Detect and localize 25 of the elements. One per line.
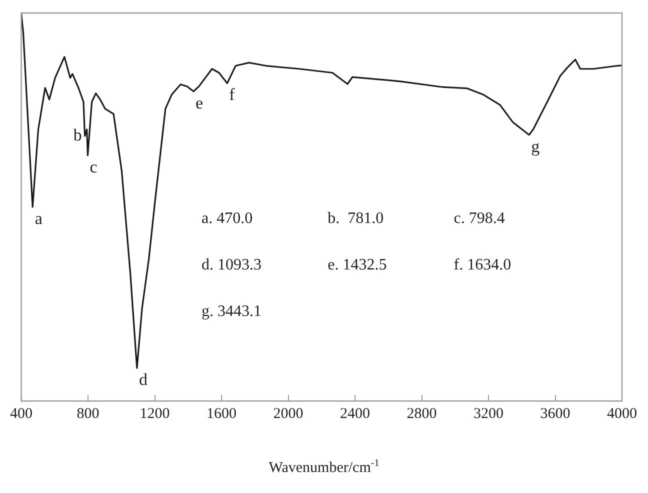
- x-tick-label: 3600: [540, 406, 570, 422]
- annotation: c: [90, 157, 98, 176]
- annotation: b. 781.0: [328, 210, 384, 227]
- x-tick-label: 2000: [273, 406, 304, 422]
- x-axis-title: Wavenumber/cm$^{-1}$: [268, 458, 380, 477]
- annotation: b: [73, 125, 82, 144]
- annotation: d: [138, 370, 148, 389]
- x-tick-label: 3200: [474, 406, 504, 422]
- annotation: a. 470.0: [201, 210, 253, 227]
- annotation: e. 1432.5: [328, 256, 387, 274]
- annotation: c. 798.4: [454, 210, 505, 227]
- annotation: e: [196, 93, 204, 112]
- x-tick-label: 2400: [340, 406, 370, 422]
- annotation: g. 3443.1: [201, 302, 262, 320]
- x-tick-label: 4000: [607, 406, 637, 422]
- x-tick-label: 2800: [406, 406, 437, 422]
- annotation: a: [34, 208, 43, 228]
- annotation: f: [229, 85, 236, 104]
- annotation: g: [531, 136, 540, 156]
- x-tick-label: 400: [10, 406, 32, 422]
- x-tick-label: 1200: [140, 406, 170, 422]
- annotation: f. 1634.0: [454, 256, 512, 274]
- x-tick-label: 800: [76, 406, 100, 422]
- x-tick-label: 1600: [206, 406, 236, 422]
- annotation: d. 1093.3: [201, 256, 262, 274]
